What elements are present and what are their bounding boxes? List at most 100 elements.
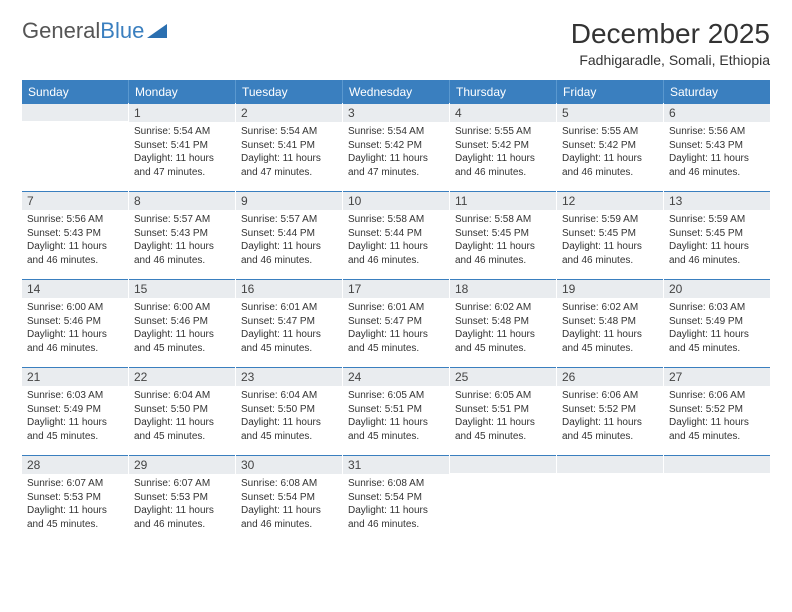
daylight-text: Daylight: 11 hours and 46 minutes. (669, 152, 765, 179)
daylight-text: Daylight: 11 hours and 47 minutes. (241, 152, 337, 179)
day-body: Sunrise: 6:00 AMSunset: 5:46 PMDaylight:… (22, 298, 128, 361)
day-number (450, 455, 556, 473)
sunset-text: Sunset: 5:41 PM (134, 139, 230, 153)
day-cell: 6Sunrise: 5:56 AMSunset: 5:43 PMDaylight… (664, 103, 770, 191)
day-body: Sunrise: 6:03 AMSunset: 5:49 PMDaylight:… (22, 386, 128, 449)
day-body: Sunrise: 6:02 AMSunset: 5:48 PMDaylight:… (450, 298, 556, 361)
sunrise-text: Sunrise: 6:03 AM (669, 301, 765, 315)
day-body: Sunrise: 6:06 AMSunset: 5:52 PMDaylight:… (557, 386, 663, 449)
day-body (664, 473, 770, 533)
day-body: Sunrise: 5:59 AMSunset: 5:45 PMDaylight:… (664, 210, 770, 273)
sunset-text: Sunset: 5:53 PM (134, 491, 230, 505)
sunrise-text: Sunrise: 6:05 AM (348, 389, 444, 403)
daylight-text: Daylight: 11 hours and 45 minutes. (562, 328, 658, 355)
sunrise-text: Sunrise: 5:55 AM (562, 125, 658, 139)
day-body: Sunrise: 6:06 AMSunset: 5:52 PMDaylight:… (664, 386, 770, 449)
sunrise-text: Sunrise: 5:54 AM (134, 125, 230, 139)
week-row: 14Sunrise: 6:00 AMSunset: 5:46 PMDayligh… (22, 279, 770, 367)
day-body: Sunrise: 6:05 AMSunset: 5:51 PMDaylight:… (343, 386, 449, 449)
day-number: 30 (236, 455, 342, 474)
day-number: 16 (236, 279, 342, 298)
day-number: 17 (343, 279, 449, 298)
day-body: Sunrise: 5:57 AMSunset: 5:44 PMDaylight:… (236, 210, 342, 273)
day-cell: 13Sunrise: 5:59 AMSunset: 5:45 PMDayligh… (664, 191, 770, 279)
dow-cell: Monday (129, 80, 236, 103)
day-body (557, 473, 663, 533)
day-cell: 12Sunrise: 5:59 AMSunset: 5:45 PMDayligh… (557, 191, 664, 279)
sunrise-text: Sunrise: 6:08 AM (241, 477, 337, 491)
sunset-text: Sunset: 5:49 PM (669, 315, 765, 329)
sunset-text: Sunset: 5:48 PM (562, 315, 658, 329)
daylight-text: Daylight: 11 hours and 46 minutes. (27, 240, 123, 267)
day-body: Sunrise: 6:04 AMSunset: 5:50 PMDaylight:… (236, 386, 342, 449)
daylight-text: Daylight: 11 hours and 46 minutes. (669, 240, 765, 267)
sunset-text: Sunset: 5:54 PM (241, 491, 337, 505)
sunrise-text: Sunrise: 5:55 AM (455, 125, 551, 139)
day-cell: 5Sunrise: 5:55 AMSunset: 5:42 PMDaylight… (557, 103, 664, 191)
day-cell: 22Sunrise: 6:04 AMSunset: 5:50 PMDayligh… (129, 367, 236, 455)
dow-cell: Friday (557, 80, 664, 103)
sunrise-text: Sunrise: 5:54 AM (348, 125, 444, 139)
day-number: 11 (450, 191, 556, 210)
sunset-text: Sunset: 5:48 PM (455, 315, 551, 329)
day-body: Sunrise: 6:04 AMSunset: 5:50 PMDaylight:… (129, 386, 235, 449)
day-number: 5 (557, 103, 663, 122)
sunrise-text: Sunrise: 6:04 AM (241, 389, 337, 403)
day-number: 23 (236, 367, 342, 386)
day-body: Sunrise: 5:54 AMSunset: 5:42 PMDaylight:… (343, 122, 449, 185)
sunrise-text: Sunrise: 6:04 AM (134, 389, 230, 403)
day-cell: 28Sunrise: 6:07 AMSunset: 5:53 PMDayligh… (22, 455, 129, 543)
week-row: 1Sunrise: 5:54 AMSunset: 5:41 PMDaylight… (22, 103, 770, 191)
day-body: Sunrise: 6:07 AMSunset: 5:53 PMDaylight:… (129, 474, 235, 537)
sunset-text: Sunset: 5:43 PM (669, 139, 765, 153)
daylight-text: Daylight: 11 hours and 46 minutes. (241, 240, 337, 267)
day-cell (22, 103, 129, 191)
daylight-text: Daylight: 11 hours and 47 minutes. (134, 152, 230, 179)
daylight-text: Daylight: 11 hours and 45 minutes. (455, 416, 551, 443)
day-body: Sunrise: 6:08 AMSunset: 5:54 PMDaylight:… (236, 474, 342, 537)
day-cell: 30Sunrise: 6:08 AMSunset: 5:54 PMDayligh… (236, 455, 343, 543)
day-body: Sunrise: 6:01 AMSunset: 5:47 PMDaylight:… (343, 298, 449, 361)
daylight-text: Daylight: 11 hours and 45 minutes. (134, 328, 230, 355)
sunset-text: Sunset: 5:44 PM (241, 227, 337, 241)
day-cell: 29Sunrise: 6:07 AMSunset: 5:53 PMDayligh… (129, 455, 236, 543)
day-body: Sunrise: 6:00 AMSunset: 5:46 PMDaylight:… (129, 298, 235, 361)
day-cell: 20Sunrise: 6:03 AMSunset: 5:49 PMDayligh… (664, 279, 770, 367)
title-block: December 2025 Fadhigaradle, Somali, Ethi… (571, 18, 770, 68)
day-number: 1 (129, 103, 235, 122)
day-number: 13 (664, 191, 770, 210)
sunset-text: Sunset: 5:43 PM (27, 227, 123, 241)
dow-cell: Thursday (450, 80, 557, 103)
sunrise-text: Sunrise: 5:59 AM (562, 213, 658, 227)
sunrise-text: Sunrise: 5:54 AM (241, 125, 337, 139)
daylight-text: Daylight: 11 hours and 45 minutes. (241, 416, 337, 443)
sunset-text: Sunset: 5:45 PM (562, 227, 658, 241)
sunset-text: Sunset: 5:42 PM (348, 139, 444, 153)
sunset-text: Sunset: 5:52 PM (562, 403, 658, 417)
day-cell: 31Sunrise: 6:08 AMSunset: 5:54 PMDayligh… (343, 455, 450, 543)
days-of-week-row: SundayMondayTuesdayWednesdayThursdayFrid… (22, 80, 770, 103)
daylight-text: Daylight: 11 hours and 46 minutes. (562, 240, 658, 267)
day-cell: 16Sunrise: 6:01 AMSunset: 5:47 PMDayligh… (236, 279, 343, 367)
day-number: 14 (22, 279, 128, 298)
sunrise-text: Sunrise: 6:01 AM (241, 301, 337, 315)
sunrise-text: Sunrise: 6:03 AM (27, 389, 123, 403)
day-number (22, 103, 128, 121)
daylight-text: Daylight: 11 hours and 47 minutes. (348, 152, 444, 179)
day-cell: 18Sunrise: 6:02 AMSunset: 5:48 PMDayligh… (450, 279, 557, 367)
sunrise-text: Sunrise: 5:58 AM (348, 213, 444, 227)
daylight-text: Daylight: 11 hours and 45 minutes. (669, 416, 765, 443)
day-number: 4 (450, 103, 556, 122)
sunrise-text: Sunrise: 6:05 AM (455, 389, 551, 403)
day-body: Sunrise: 6:03 AMSunset: 5:49 PMDaylight:… (664, 298, 770, 361)
daylight-text: Daylight: 11 hours and 46 minutes. (241, 504, 337, 531)
sunset-text: Sunset: 5:45 PM (455, 227, 551, 241)
daylight-text: Daylight: 11 hours and 45 minutes. (455, 328, 551, 355)
day-cell: 21Sunrise: 6:03 AMSunset: 5:49 PMDayligh… (22, 367, 129, 455)
day-body: Sunrise: 6:07 AMSunset: 5:53 PMDaylight:… (22, 474, 128, 537)
sunrise-text: Sunrise: 6:07 AM (134, 477, 230, 491)
day-body: Sunrise: 5:56 AMSunset: 5:43 PMDaylight:… (22, 210, 128, 273)
sunset-text: Sunset: 5:50 PM (134, 403, 230, 417)
day-cell: 8Sunrise: 5:57 AMSunset: 5:43 PMDaylight… (129, 191, 236, 279)
day-number: 10 (343, 191, 449, 210)
